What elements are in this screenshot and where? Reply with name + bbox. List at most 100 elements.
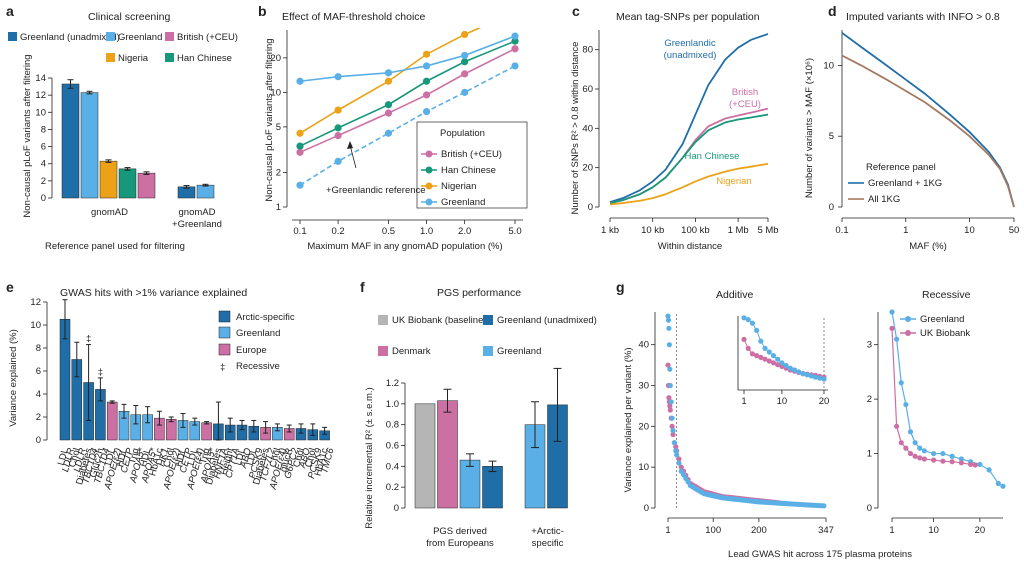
data-point <box>511 37 519 45</box>
panel-d-xlabel: MAF (%) <box>909 241 946 252</box>
data-point <box>422 107 431 116</box>
legend-label: Recessive <box>236 361 280 372</box>
inset-data-point <box>745 317 751 323</box>
inset-data-point <box>749 320 756 326</box>
data-point <box>995 480 1001 487</box>
legend-label: Europe <box>236 345 267 356</box>
x-tick-label: 10 <box>964 225 975 236</box>
panel-d-ylabel: Number of variants > MAF (×10⁶) <box>804 58 815 198</box>
panel-g: g Additive Recessive Variance explained … <box>616 279 1006 560</box>
data-point <box>1000 483 1006 489</box>
data-point <box>667 366 673 372</box>
data-point <box>670 427 676 434</box>
inset-data-point <box>758 354 764 360</box>
data-point <box>666 395 672 401</box>
y-tick-label: 2 <box>41 176 46 187</box>
x-tick-label: 2.0 <box>458 226 471 237</box>
series-group <box>296 28 519 189</box>
y-tick-label: 20 <box>638 421 649 432</box>
data-point <box>912 440 918 446</box>
legend-swatch <box>378 315 388 325</box>
y-tick-label: 20 <box>270 53 281 64</box>
y-tick-label: 4 <box>41 159 46 170</box>
y-tick-label: 20 <box>582 163 593 174</box>
data-point <box>678 464 684 470</box>
inset-data-point <box>812 374 819 380</box>
x-tick-label: Trig <box>127 447 142 465</box>
panel-a-ylabel: Non-causal pLoF variants after filtering <box>22 54 33 217</box>
data-point <box>667 403 673 409</box>
x-tick-label: 50 <box>1009 225 1020 236</box>
legend-label: UK Biobank <box>920 328 970 339</box>
inset-x-tick-label: 10 <box>777 396 788 407</box>
bar <box>482 466 503 509</box>
inset-data-point <box>741 336 747 342</box>
panel-g-xlabel: Lead GWAS hit across 175 plasma proteins <box>728 549 912 560</box>
y-tick-label: 1.2 <box>386 378 399 389</box>
y-tick-label: 0 <box>41 193 46 204</box>
data-point <box>296 77 304 85</box>
series-line <box>609 113 769 204</box>
panel-b-letter: b <box>258 3 267 19</box>
x-tick-label: HDL <box>173 447 189 468</box>
data-point <box>511 62 519 70</box>
x-tick-label: 10 kb <box>641 225 664 236</box>
legend-label: Greenland (unadmixed) <box>20 32 120 43</box>
y-tick-label: 0 <box>829 202 834 213</box>
y-tick-label: 12 <box>35 90 46 101</box>
data-point <box>903 401 909 408</box>
inset-data-point <box>749 351 756 357</box>
inset-series-line <box>743 317 825 380</box>
x-tick-label: 0.5 <box>382 226 395 237</box>
legend-label: Greenland (unadmixed) <box>497 315 597 326</box>
y-tick-label: 10 <box>35 107 46 118</box>
panel-b-annotation: +Greenlandic reference <box>326 141 426 196</box>
legend-marker <box>425 198 433 206</box>
x-group-label: PGS derived <box>433 526 487 537</box>
data-point <box>669 423 675 429</box>
y-tick-label: 0 <box>394 503 399 514</box>
data-point <box>907 450 914 457</box>
data-point <box>667 382 673 389</box>
data-point <box>461 58 469 66</box>
x-tick-label: 1 Mb <box>728 225 749 236</box>
panel-b-legend: Population British (+CEU) Han Chinese Ni… <box>416 121 528 209</box>
panel-e-plot: 024681012LDLLDLRCholLDLR‡DiabetesTBC1D4‡… <box>30 297 336 491</box>
data-point <box>949 459 955 465</box>
bar <box>118 168 137 199</box>
y-tick-label: 3 <box>867 340 872 351</box>
y-tick-label: 0 <box>644 503 649 514</box>
y-tick-label: 5 <box>276 122 281 133</box>
panel-f-legend: UK Biobank (baseline) Greenland (unadmix… <box>378 315 597 357</box>
x-tick-label: Chol <box>268 447 284 469</box>
data-point <box>384 77 393 85</box>
y-tick-label: 4 <box>36 389 41 400</box>
x-tick-label: Trig <box>198 447 213 465</box>
data-point <box>422 50 431 58</box>
series-line <box>609 162 769 206</box>
x-tick-label: HDL <box>138 447 154 468</box>
y-tick-label: 0.2 <box>386 482 399 493</box>
x-tick-label: 5 Mb <box>757 225 778 236</box>
inset-x-tick-label: 20 <box>819 396 830 407</box>
x-tick-label: HK1 <box>156 447 171 468</box>
x-tick-label: LDL <box>233 447 248 467</box>
legend-title: Population <box>440 128 485 139</box>
panel-f-title: PGS performance <box>437 287 521 299</box>
data-point <box>334 73 342 81</box>
x-tick-label: 1 <box>903 225 908 236</box>
y-tick-label: 40 <box>638 340 649 351</box>
x-tick-label: ABO <box>238 446 254 470</box>
inset-data-point <box>808 373 814 379</box>
series-label: British <box>732 87 758 98</box>
inset-data-point <box>775 362 781 368</box>
panel-g-letter: g <box>616 279 625 295</box>
data-point <box>296 142 304 150</box>
x-tick-label: LDL <box>245 447 260 467</box>
legend-label: UK Biobank (baseline) <box>392 315 487 326</box>
data-point <box>461 70 469 78</box>
data-point <box>917 455 923 461</box>
x-tick-label: HDL <box>114 447 130 468</box>
data-point <box>670 431 676 438</box>
